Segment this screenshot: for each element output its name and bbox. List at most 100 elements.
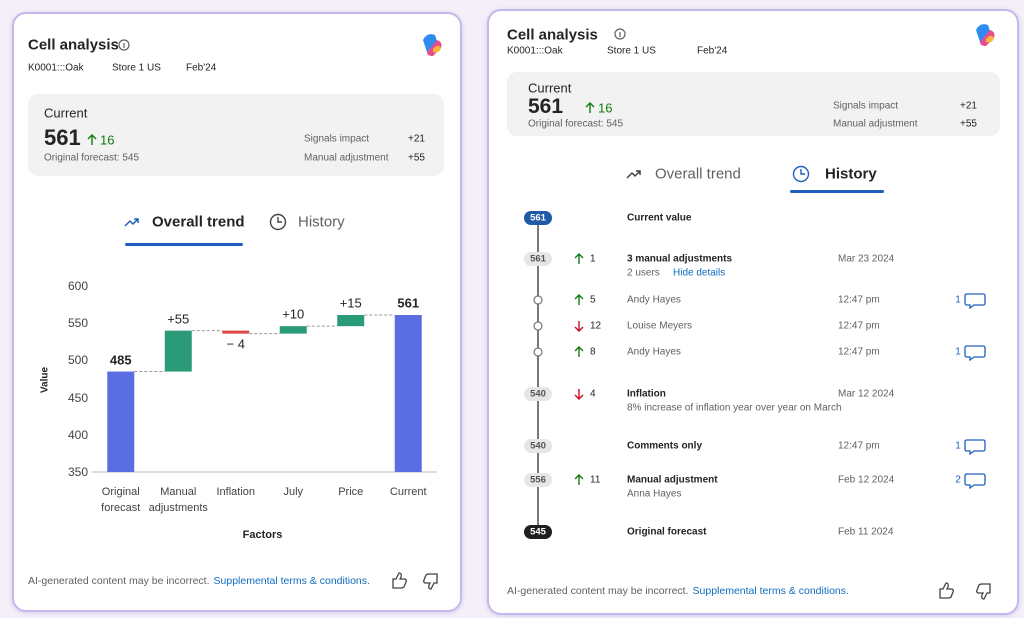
history-title: Current value xyxy=(627,212,692,224)
tab-underline xyxy=(790,190,884,193)
history-title: 3 manual adjustments xyxy=(627,253,733,265)
tab[interactable]: History xyxy=(825,165,877,183)
badge-value: 561 xyxy=(530,212,546,224)
impact-value: +21 xyxy=(408,133,425,145)
x-tick-label: Price xyxy=(338,486,364,498)
history-title: Comments only xyxy=(627,440,703,452)
impact-label: Manual adjustment xyxy=(304,152,389,164)
timeline-dot xyxy=(533,295,543,357)
disclaimer: AI-generated content may be incorrect. xyxy=(28,575,210,587)
tab[interactable]: Overall trend xyxy=(152,213,245,231)
history-date: Mar 12 2024 xyxy=(838,388,895,400)
history-note: 8% increase of inflation year over year … xyxy=(627,402,842,414)
history-title: Manual adjustment xyxy=(627,474,718,486)
meta-text: Store 1 US xyxy=(607,45,656,57)
impact-label: Signals impact xyxy=(304,133,370,145)
delta: 5 xyxy=(590,294,596,306)
user-name: Louise Meyers xyxy=(627,320,693,332)
meta-text: Feb'24 xyxy=(697,45,728,57)
impact-value: +55 xyxy=(960,118,977,130)
summary-value: 561 xyxy=(44,125,81,150)
x-tick-label: Current xyxy=(389,486,427,498)
y-tick-label: 450 xyxy=(67,390,88,405)
tab[interactable]: Overall trend xyxy=(655,165,741,183)
history-time: 12:47 pm xyxy=(838,294,880,306)
delta-arrow xyxy=(574,389,584,400)
comment-count: 2 xyxy=(955,474,961,486)
impact-label: Manual adjustment xyxy=(833,118,918,130)
delta: 1 xyxy=(590,253,596,265)
info-icon xyxy=(118,28,626,51)
tab[interactable]: History xyxy=(298,213,345,231)
impact-label: Signals impact xyxy=(833,100,899,112)
impact-value: +21 xyxy=(960,100,977,112)
badge-value: 545 xyxy=(530,526,546,538)
badge xyxy=(524,252,552,266)
value-label: +15 xyxy=(339,295,362,311)
comment-icon[interactable] xyxy=(964,293,986,310)
bar xyxy=(222,330,250,334)
summary-value: 561 xyxy=(528,95,564,118)
footer: AI-generated content may be incorrect. Su… xyxy=(28,575,370,587)
delta: 8 xyxy=(590,346,596,358)
bar xyxy=(279,326,307,334)
bar xyxy=(394,315,422,472)
summary-box xyxy=(28,94,444,176)
terms-link[interactable]: Supplemental terms & conditions. xyxy=(213,575,370,587)
comment-count: 1 xyxy=(955,346,961,358)
badge-value: 556 xyxy=(530,474,546,486)
y-tick-label: 500 xyxy=(67,353,88,368)
history-date: 12:47 pm xyxy=(838,440,880,452)
x-tick-label: Inflation xyxy=(216,486,256,498)
meta-text: Store 1 US xyxy=(112,62,161,74)
copilot-icon xyxy=(423,24,995,56)
delta: 11 xyxy=(590,474,601,486)
bar xyxy=(107,371,135,472)
trend-icon xyxy=(124,218,139,227)
comment-count: 1 xyxy=(955,294,961,306)
meta-text: K0001:::Oak xyxy=(28,62,84,74)
value-label: 485 xyxy=(109,352,132,368)
value-label: +10 xyxy=(282,306,305,322)
history-note: Anna Hayes xyxy=(627,488,682,500)
x-tick-label: July xyxy=(283,486,304,498)
y-axis-title: Value xyxy=(39,366,51,394)
badge-value: 540 xyxy=(530,440,546,452)
comment-icon[interactable] xyxy=(964,345,986,362)
bar xyxy=(164,330,192,372)
terms-link[interactable]: Supplemental terms & conditions. xyxy=(692,585,849,597)
delta-arrow xyxy=(585,102,595,113)
user-name: Andy Hayes xyxy=(627,346,681,358)
summary-change: 16 xyxy=(598,100,613,116)
badge xyxy=(524,387,552,401)
user-name: Andy Hayes xyxy=(627,294,681,306)
comment-icon[interactable] xyxy=(964,439,986,456)
badge xyxy=(524,525,552,539)
badge xyxy=(524,473,552,487)
value-label: − 4 xyxy=(226,336,245,352)
summary-change: 16 xyxy=(100,132,115,148)
delta-arrow xyxy=(574,474,584,485)
summary-forecast: Original forecast: 545 xyxy=(528,118,624,130)
panel-title: Cell analysis xyxy=(28,36,119,54)
trend-icon xyxy=(626,170,641,179)
history-title: Inflation xyxy=(627,388,666,400)
comment-icon[interactable] xyxy=(964,473,986,490)
value-label: 561 xyxy=(397,295,420,311)
impact-value: +55 xyxy=(408,152,425,164)
meta-text: Feb'24 xyxy=(186,62,217,74)
value-label: +55 xyxy=(167,311,190,327)
summary-label: Current xyxy=(44,105,88,121)
comment-count: 1 xyxy=(955,440,961,452)
y-tick-label: 550 xyxy=(67,316,88,331)
x-tick-label: Original forecast xyxy=(101,486,141,514)
y-tick-label: 350 xyxy=(67,465,88,479)
delta-arrow xyxy=(574,253,584,264)
feedback-icon[interactable] xyxy=(392,572,991,600)
delta-arrow xyxy=(87,134,97,145)
delta-arrow xyxy=(574,346,584,357)
hide-details-link[interactable]: Hide details xyxy=(673,267,726,279)
badge xyxy=(524,439,552,453)
history-time: 12:47 pm xyxy=(838,320,880,332)
